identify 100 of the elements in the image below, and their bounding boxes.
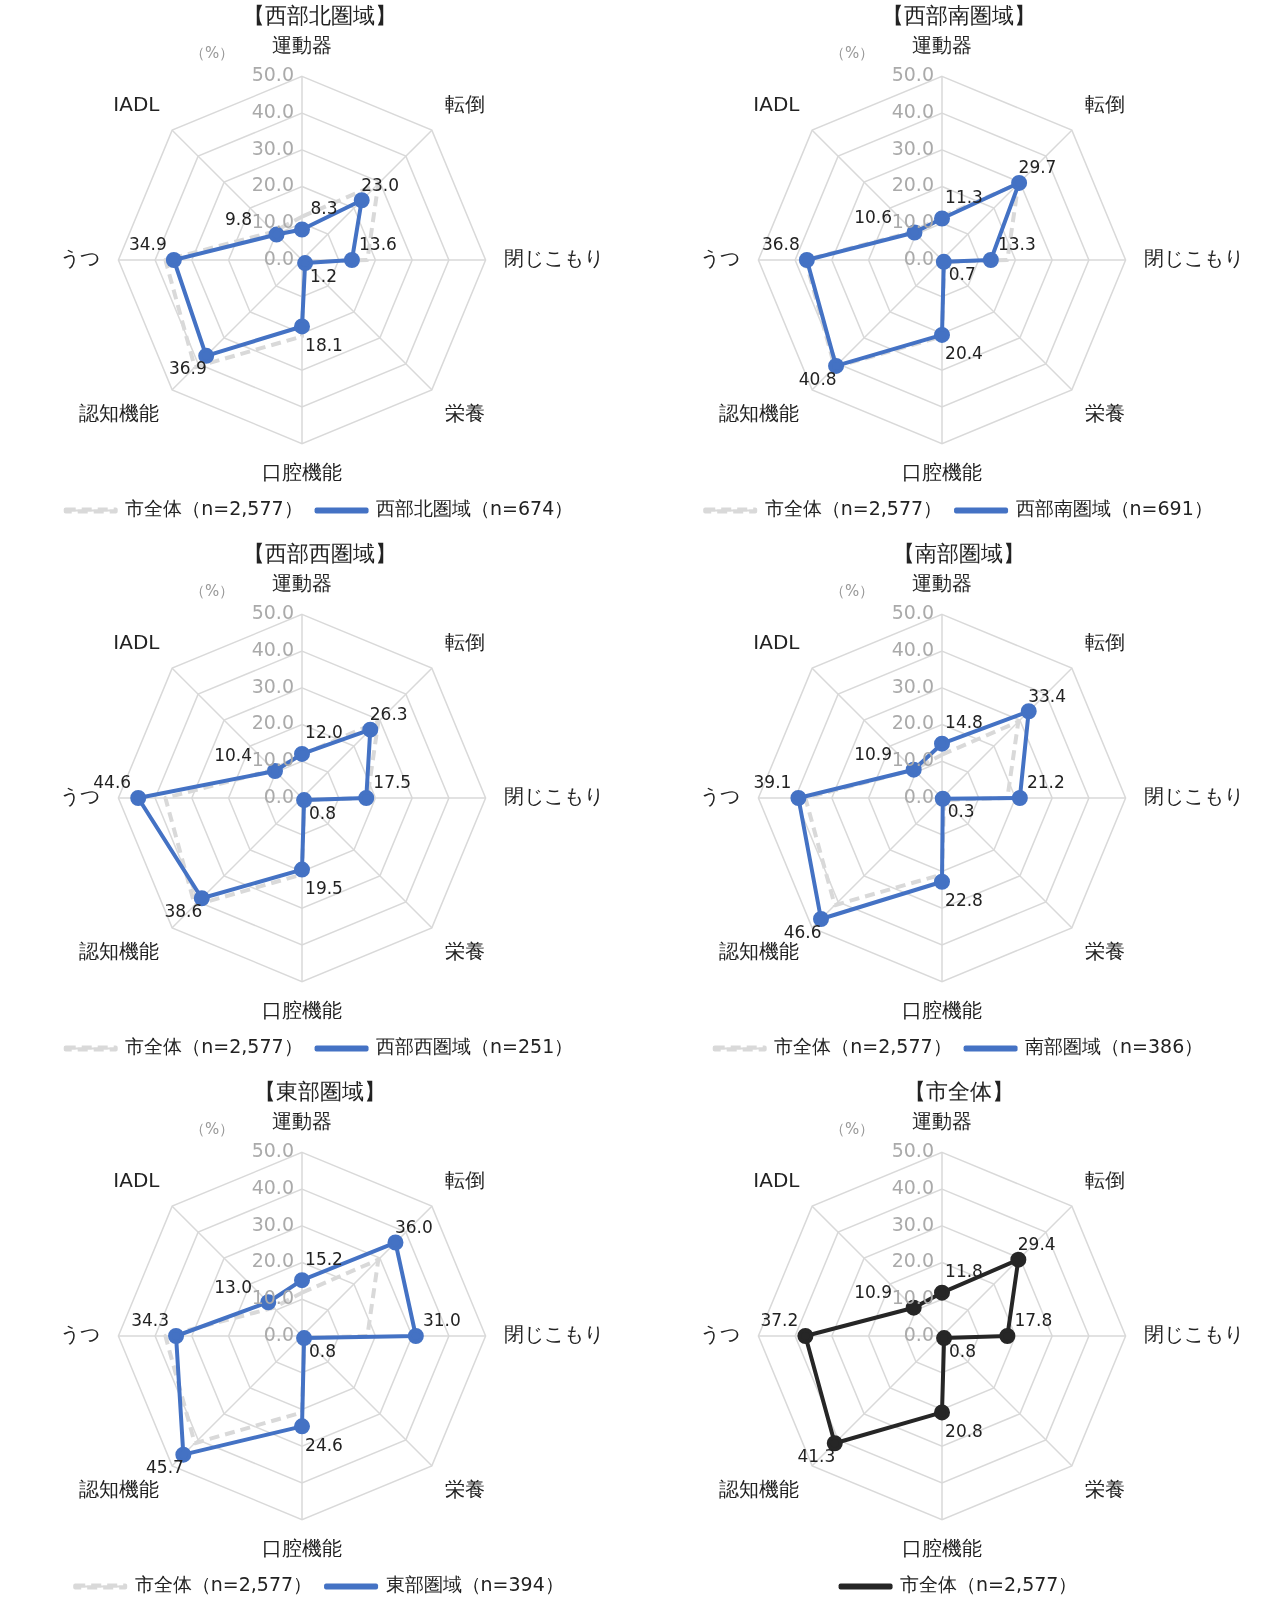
data-label: 15.2 — [305, 1248, 343, 1269]
spoke-label: 栄養 — [1084, 1476, 1125, 1501]
y-tick-label: 50.0 — [251, 63, 294, 86]
y-tick-label: 40.0 — [891, 638, 934, 661]
legend-label: 市全体（n=2,577） — [764, 497, 943, 520]
spoke-label: 運動器 — [912, 32, 972, 57]
spoke-label: うつ — [700, 1322, 741, 1347]
y-tick-label: 40.0 — [251, 1176, 294, 1199]
spoke-label: 転倒 — [1084, 629, 1125, 654]
legend-label: 市全体（n=2,577） — [900, 1573, 1078, 1596]
y-tick-label: 50.0 — [891, 1139, 934, 1162]
spoke-label: 口腔機能 — [902, 997, 982, 1022]
text: （%） — [189, 582, 235, 601]
y-tick-label: 30.0 — [891, 136, 934, 159]
y-tick-label: 10.0 — [891, 210, 934, 233]
spoke-label: 認知機能 — [719, 1476, 800, 1501]
spoke-label: 口腔機能 — [262, 1535, 342, 1560]
spoke-label: 閉じこもり — [1143, 246, 1244, 271]
y-tick-label: 30.0 — [251, 136, 294, 159]
y-tick-label: 10.0 — [251, 210, 294, 233]
y-tick-label: 50.0 — [891, 63, 934, 86]
spoke-label: 口腔機能 — [262, 997, 342, 1022]
data-label: 33.4 — [1028, 685, 1067, 706]
y-tick-label: 0.0 — [263, 784, 294, 807]
legend-label: 西部南圏域（n=691） — [1015, 497, 1213, 520]
y-tick-label: 30.0 — [891, 674, 934, 697]
data-label: 13.6 — [359, 234, 397, 255]
spoke-label: 閉じこもり — [503, 784, 604, 809]
data-label: 31.0 — [422, 1310, 461, 1331]
data-label: 0.8 — [948, 1340, 976, 1361]
data-label: 0.8 — [308, 1340, 336, 1361]
legend-label: 市全体（n=2,577） — [134, 1573, 313, 1596]
data-label: 8.3 — [310, 197, 338, 218]
spoke-label: 閉じこもり — [503, 1322, 604, 1347]
text: （%） — [829, 582, 875, 601]
chart-title: 【南部圏域】 — [893, 540, 1025, 566]
spoke-label: 運動器 — [272, 1108, 332, 1133]
spoke-label: 運動器 — [272, 32, 332, 57]
y-tick-label: 30.0 — [251, 674, 294, 697]
data-label: 13.0 — [214, 1276, 252, 1297]
data-label: 23.0 — [361, 174, 400, 195]
spoke-label: 転倒 — [444, 629, 485, 654]
y-tick-label: 0.0 — [903, 1322, 934, 1345]
data-label: 29.7 — [1018, 157, 1057, 178]
spoke-label: うつ — [60, 1322, 101, 1347]
y-tick-label: 50.0 — [891, 601, 934, 624]
spoke-label: 認知機能 — [79, 400, 160, 425]
spoke-label: 転倒 — [444, 91, 485, 116]
y-tick-label: 20.0 — [891, 173, 934, 196]
spoke-label: 認知機能 — [79, 1476, 160, 1501]
spoke-label: 認知機能 — [719, 400, 800, 425]
y-tick-label: 40.0 — [251, 638, 294, 661]
legend-label: 南部圏域（n=386） — [1025, 1035, 1204, 1058]
data-label: 34.3 — [131, 1310, 169, 1331]
legend-label: 市全体（n=2,577） — [125, 497, 303, 520]
data-label: 18.1 — [305, 334, 343, 355]
spoke-label: 栄養 — [444, 938, 485, 963]
data-label: 0.3 — [947, 801, 975, 822]
spoke-label: IADL — [113, 91, 161, 116]
legend-label: 市全体（n=2,577） — [774, 1035, 952, 1058]
data-label: 17.5 — [373, 772, 412, 793]
spoke-label: 口腔機能 — [902, 1535, 982, 1560]
spoke-label: 運動器 — [272, 570, 332, 595]
spoke-label: 転倒 — [1084, 1167, 1125, 1192]
data-label: 11.3 — [945, 186, 983, 207]
y-tick-label: 10.0 — [251, 748, 294, 771]
spoke-label: うつ — [700, 784, 741, 809]
data-label: 13.3 — [997, 234, 1036, 255]
y-tick-label: 20.0 — [251, 1249, 294, 1272]
y-tick-label: 0.0 — [263, 246, 294, 269]
spoke-label: 栄養 — [444, 400, 485, 425]
text: （%） — [189, 1120, 235, 1139]
data-label: 17.8 — [1014, 1310, 1053, 1331]
y-tick-label: 40.0 — [891, 1176, 934, 1199]
data-label: 21.2 — [1026, 772, 1065, 793]
data-label: 41.3 — [797, 1445, 836, 1466]
data-label: 22.8 — [945, 890, 983, 911]
chart-title: 【西部南圏域】 — [882, 2, 1036, 28]
chart-title: 【西部北圏域】 — [242, 2, 397, 28]
y-tick-label: 0.0 — [903, 784, 934, 807]
spoke-label: 運動器 — [912, 1108, 972, 1133]
data-label: 34.9 — [128, 234, 167, 255]
data-label: 19.5 — [305, 878, 343, 899]
chart-title: 【西部西圏域】 — [242, 540, 397, 566]
spoke-label: 認知機能 — [79, 938, 160, 963]
spoke-label: IADL — [753, 1167, 801, 1192]
spoke-label: 転倒 — [444, 1167, 485, 1192]
data-label: 36.8 — [761, 234, 800, 255]
spoke-label: 栄養 — [1084, 938, 1125, 963]
spoke-label: IADL — [753, 629, 801, 654]
data-label: 12.0 — [305, 722, 343, 743]
y-tick-label: 20.0 — [251, 711, 294, 734]
y-tick-label: 20.0 — [891, 711, 934, 734]
data-label: 26.3 — [369, 703, 408, 724]
data-label: 29.4 — [1017, 1233, 1056, 1254]
data-label: 40.8 — [798, 368, 837, 389]
y-tick-label: 50.0 — [251, 601, 294, 624]
legend-label: 東部圏域（n=394） — [385, 1573, 564, 1596]
y-tick-label: 40.0 — [251, 100, 294, 123]
spoke-label: IADL — [753, 91, 801, 116]
